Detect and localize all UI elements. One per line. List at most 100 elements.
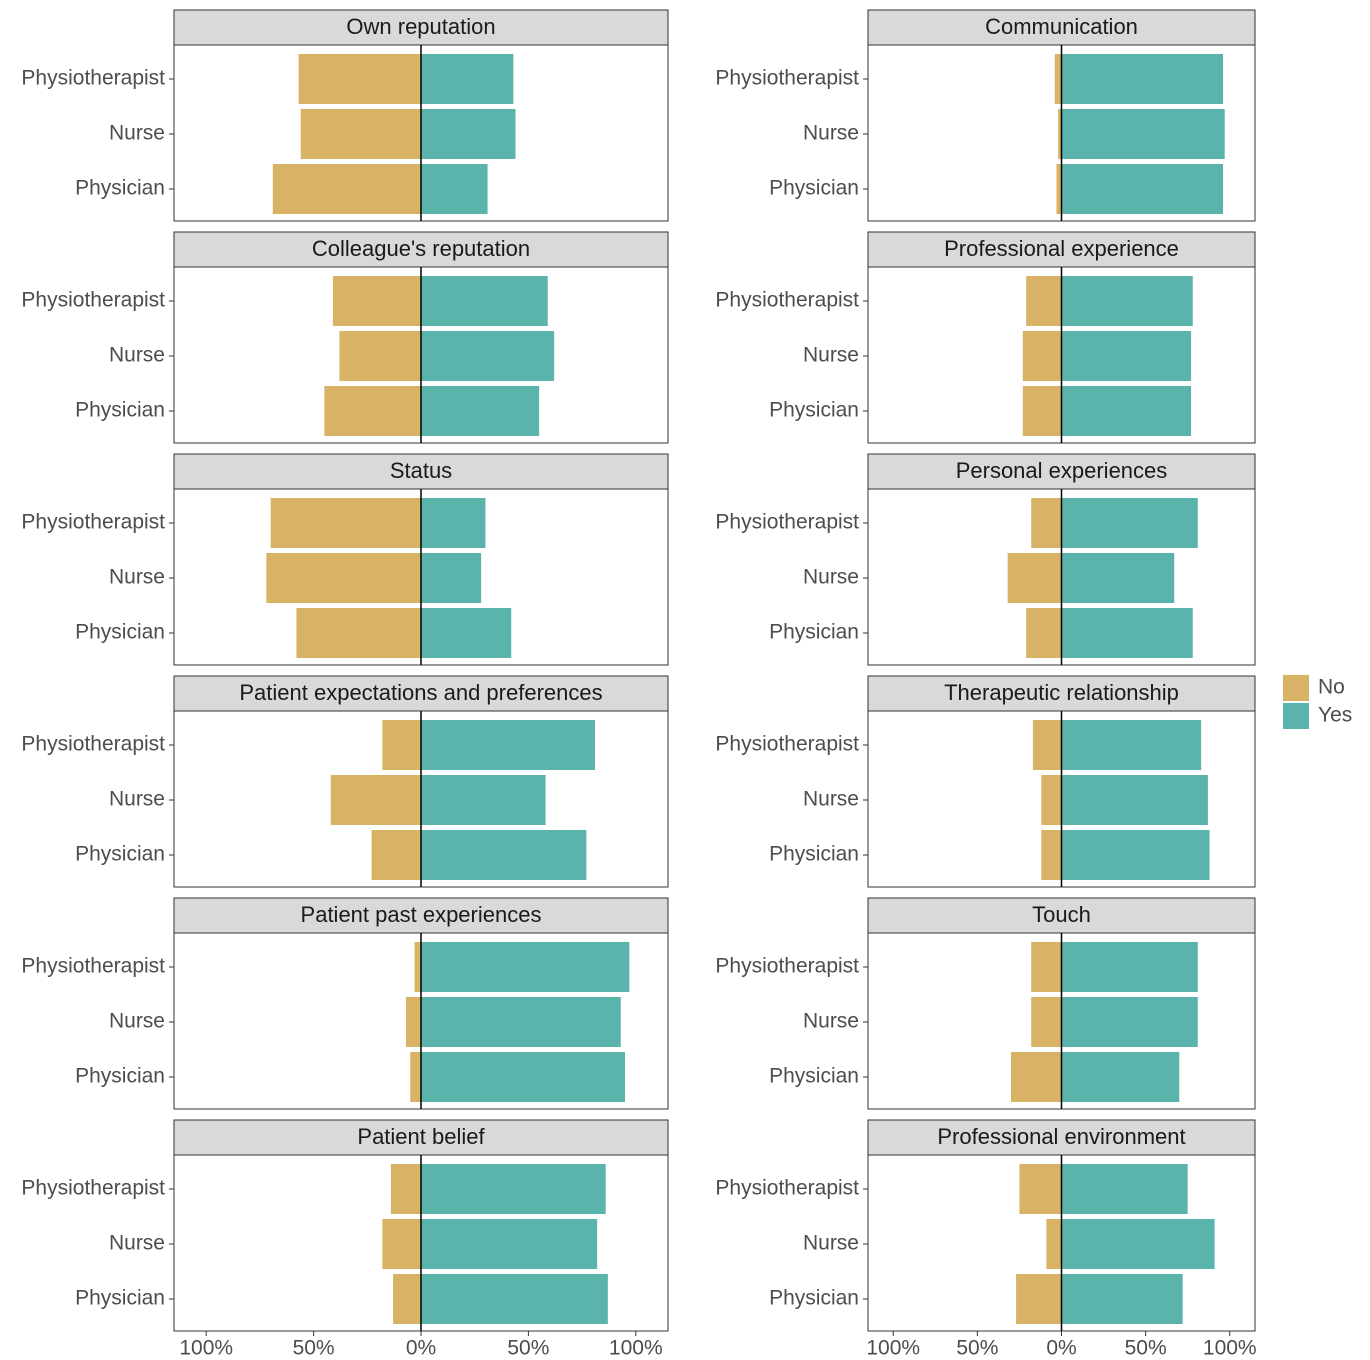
bar — [300, 109, 421, 159]
bar — [1032, 720, 1062, 770]
bar — [272, 164, 421, 214]
bar — [1061, 164, 1224, 214]
y-tick-label: Physician — [75, 1287, 165, 1310]
strip — [867, 453, 1256, 490]
bar — [421, 54, 514, 104]
strip — [867, 231, 1256, 268]
bar — [1061, 1052, 1180, 1102]
y-tick-label: Physiotherapist — [21, 511, 165, 534]
y-tick-label: Physiotherapist — [715, 733, 859, 756]
bar — [1061, 109, 1225, 159]
strip — [173, 897, 669, 934]
bar — [1061, 331, 1192, 381]
x-tick-label: 50% — [293, 1337, 335, 1360]
bar — [296, 608, 421, 658]
bar — [1041, 830, 1062, 880]
bar — [1061, 997, 1198, 1047]
y-tick-label: Physiotherapist — [715, 1177, 859, 1200]
y-tick-label: Physiotherapist — [21, 733, 165, 756]
y-tick-label: Physician — [75, 621, 165, 644]
y-tick-label: Nurse — [803, 788, 859, 811]
bar — [421, 1164, 606, 1214]
y-tick-label: Nurse — [109, 344, 165, 367]
bar — [1022, 386, 1062, 436]
bar — [1022, 331, 1062, 381]
legend-key — [1283, 703, 1309, 729]
bar — [421, 1052, 626, 1102]
bar — [371, 830, 421, 880]
y-tick-label: Physiotherapist — [715, 289, 859, 312]
strip — [867, 897, 1256, 934]
panel-title: Patient expectations and preferences — [239, 680, 602, 705]
bar — [339, 331, 421, 381]
y-tick-label: Physician — [769, 1287, 859, 1310]
bar — [414, 942, 421, 992]
panel-title: Professional environment — [937, 1124, 1185, 1149]
bar — [421, 608, 512, 658]
legend-label: No — [1318, 676, 1345, 699]
bar — [421, 720, 595, 770]
panel-title: Professional experience — [944, 236, 1179, 261]
bar — [1046, 1219, 1062, 1269]
bar — [1061, 942, 1198, 992]
bar — [382, 720, 421, 770]
y-tick-label: Physiotherapist — [21, 955, 165, 978]
y-tick-label: Nurse — [109, 1232, 165, 1255]
y-tick-label: Physiotherapist — [715, 67, 859, 90]
bar — [1056, 164, 1062, 214]
bar — [421, 331, 555, 381]
bar — [1061, 1219, 1215, 1269]
panel-title: Patient belief — [357, 1124, 485, 1149]
bar — [1061, 608, 1193, 658]
bar — [421, 164, 488, 214]
bar — [1041, 775, 1062, 825]
legend-label: Yes — [1318, 704, 1352, 727]
bar — [298, 54, 421, 104]
bar — [1058, 109, 1062, 159]
strip — [173, 453, 669, 490]
bar — [382, 1219, 421, 1269]
bar — [1061, 553, 1175, 603]
bar — [405, 997, 421, 1047]
x-tick-label: 100% — [866, 1337, 920, 1360]
bar — [421, 1219, 598, 1269]
strip — [173, 9, 669, 46]
legend-key — [1283, 675, 1309, 701]
bar — [410, 1052, 421, 1102]
bar — [1031, 997, 1062, 1047]
y-tick-label: Nurse — [803, 566, 859, 589]
strip — [173, 1119, 669, 1156]
y-tick-label: Physician — [769, 621, 859, 644]
bar — [421, 109, 516, 159]
bar — [1026, 608, 1062, 658]
y-tick-label: Nurse — [109, 1010, 165, 1033]
y-tick-label: Physician — [75, 177, 165, 200]
y-tick-label: Physiotherapist — [715, 511, 859, 534]
x-tick-label: 50% — [507, 1337, 549, 1360]
bar — [393, 1274, 421, 1324]
bar — [1016, 1274, 1062, 1324]
bar — [421, 498, 486, 548]
bar — [1061, 775, 1208, 825]
panel-title: Status — [390, 458, 452, 483]
strip — [867, 1119, 1256, 1156]
bar — [421, 830, 587, 880]
panel-title: Communication — [985, 14, 1138, 39]
bar — [390, 1164, 421, 1214]
y-tick-label: Physician — [769, 177, 859, 200]
y-tick-label: Physician — [75, 399, 165, 422]
bar — [324, 386, 421, 436]
y-tick-label: Nurse — [803, 1010, 859, 1033]
strip — [173, 675, 669, 712]
y-tick-label: Nurse — [109, 788, 165, 811]
x-tick-label: 0% — [406, 1337, 436, 1360]
bar — [1019, 1164, 1062, 1214]
bar — [330, 775, 421, 825]
bar — [332, 276, 421, 326]
y-tick-label: Nurse — [109, 566, 165, 589]
x-tick-label: 100% — [179, 1337, 233, 1360]
x-tick-label: 100% — [609, 1337, 663, 1360]
panel-title: Touch — [1032, 902, 1091, 927]
